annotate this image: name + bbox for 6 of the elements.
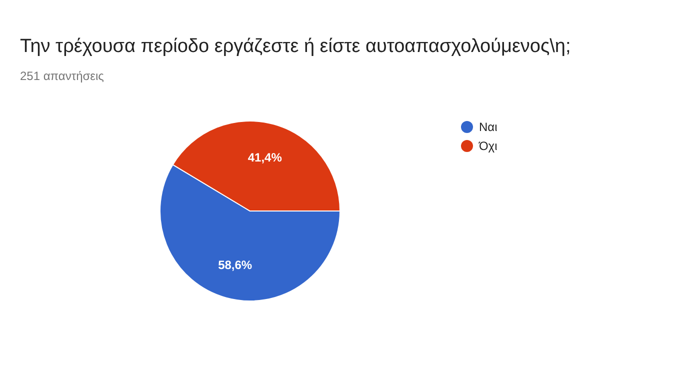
legend-label: Ναι — [479, 120, 498, 134]
data-label: 58,6% — [218, 258, 252, 272]
data-label: 41,4% — [248, 150, 282, 164]
text: 251 απαντήσεις — [20, 69, 104, 83]
chart-title: Την τρέχουσα περίοδο εργάζεστε ή είστε αυτοαπασχολούμενος\η; — [20, 36, 571, 57]
legend-label: Όχι — [478, 139, 498, 154]
